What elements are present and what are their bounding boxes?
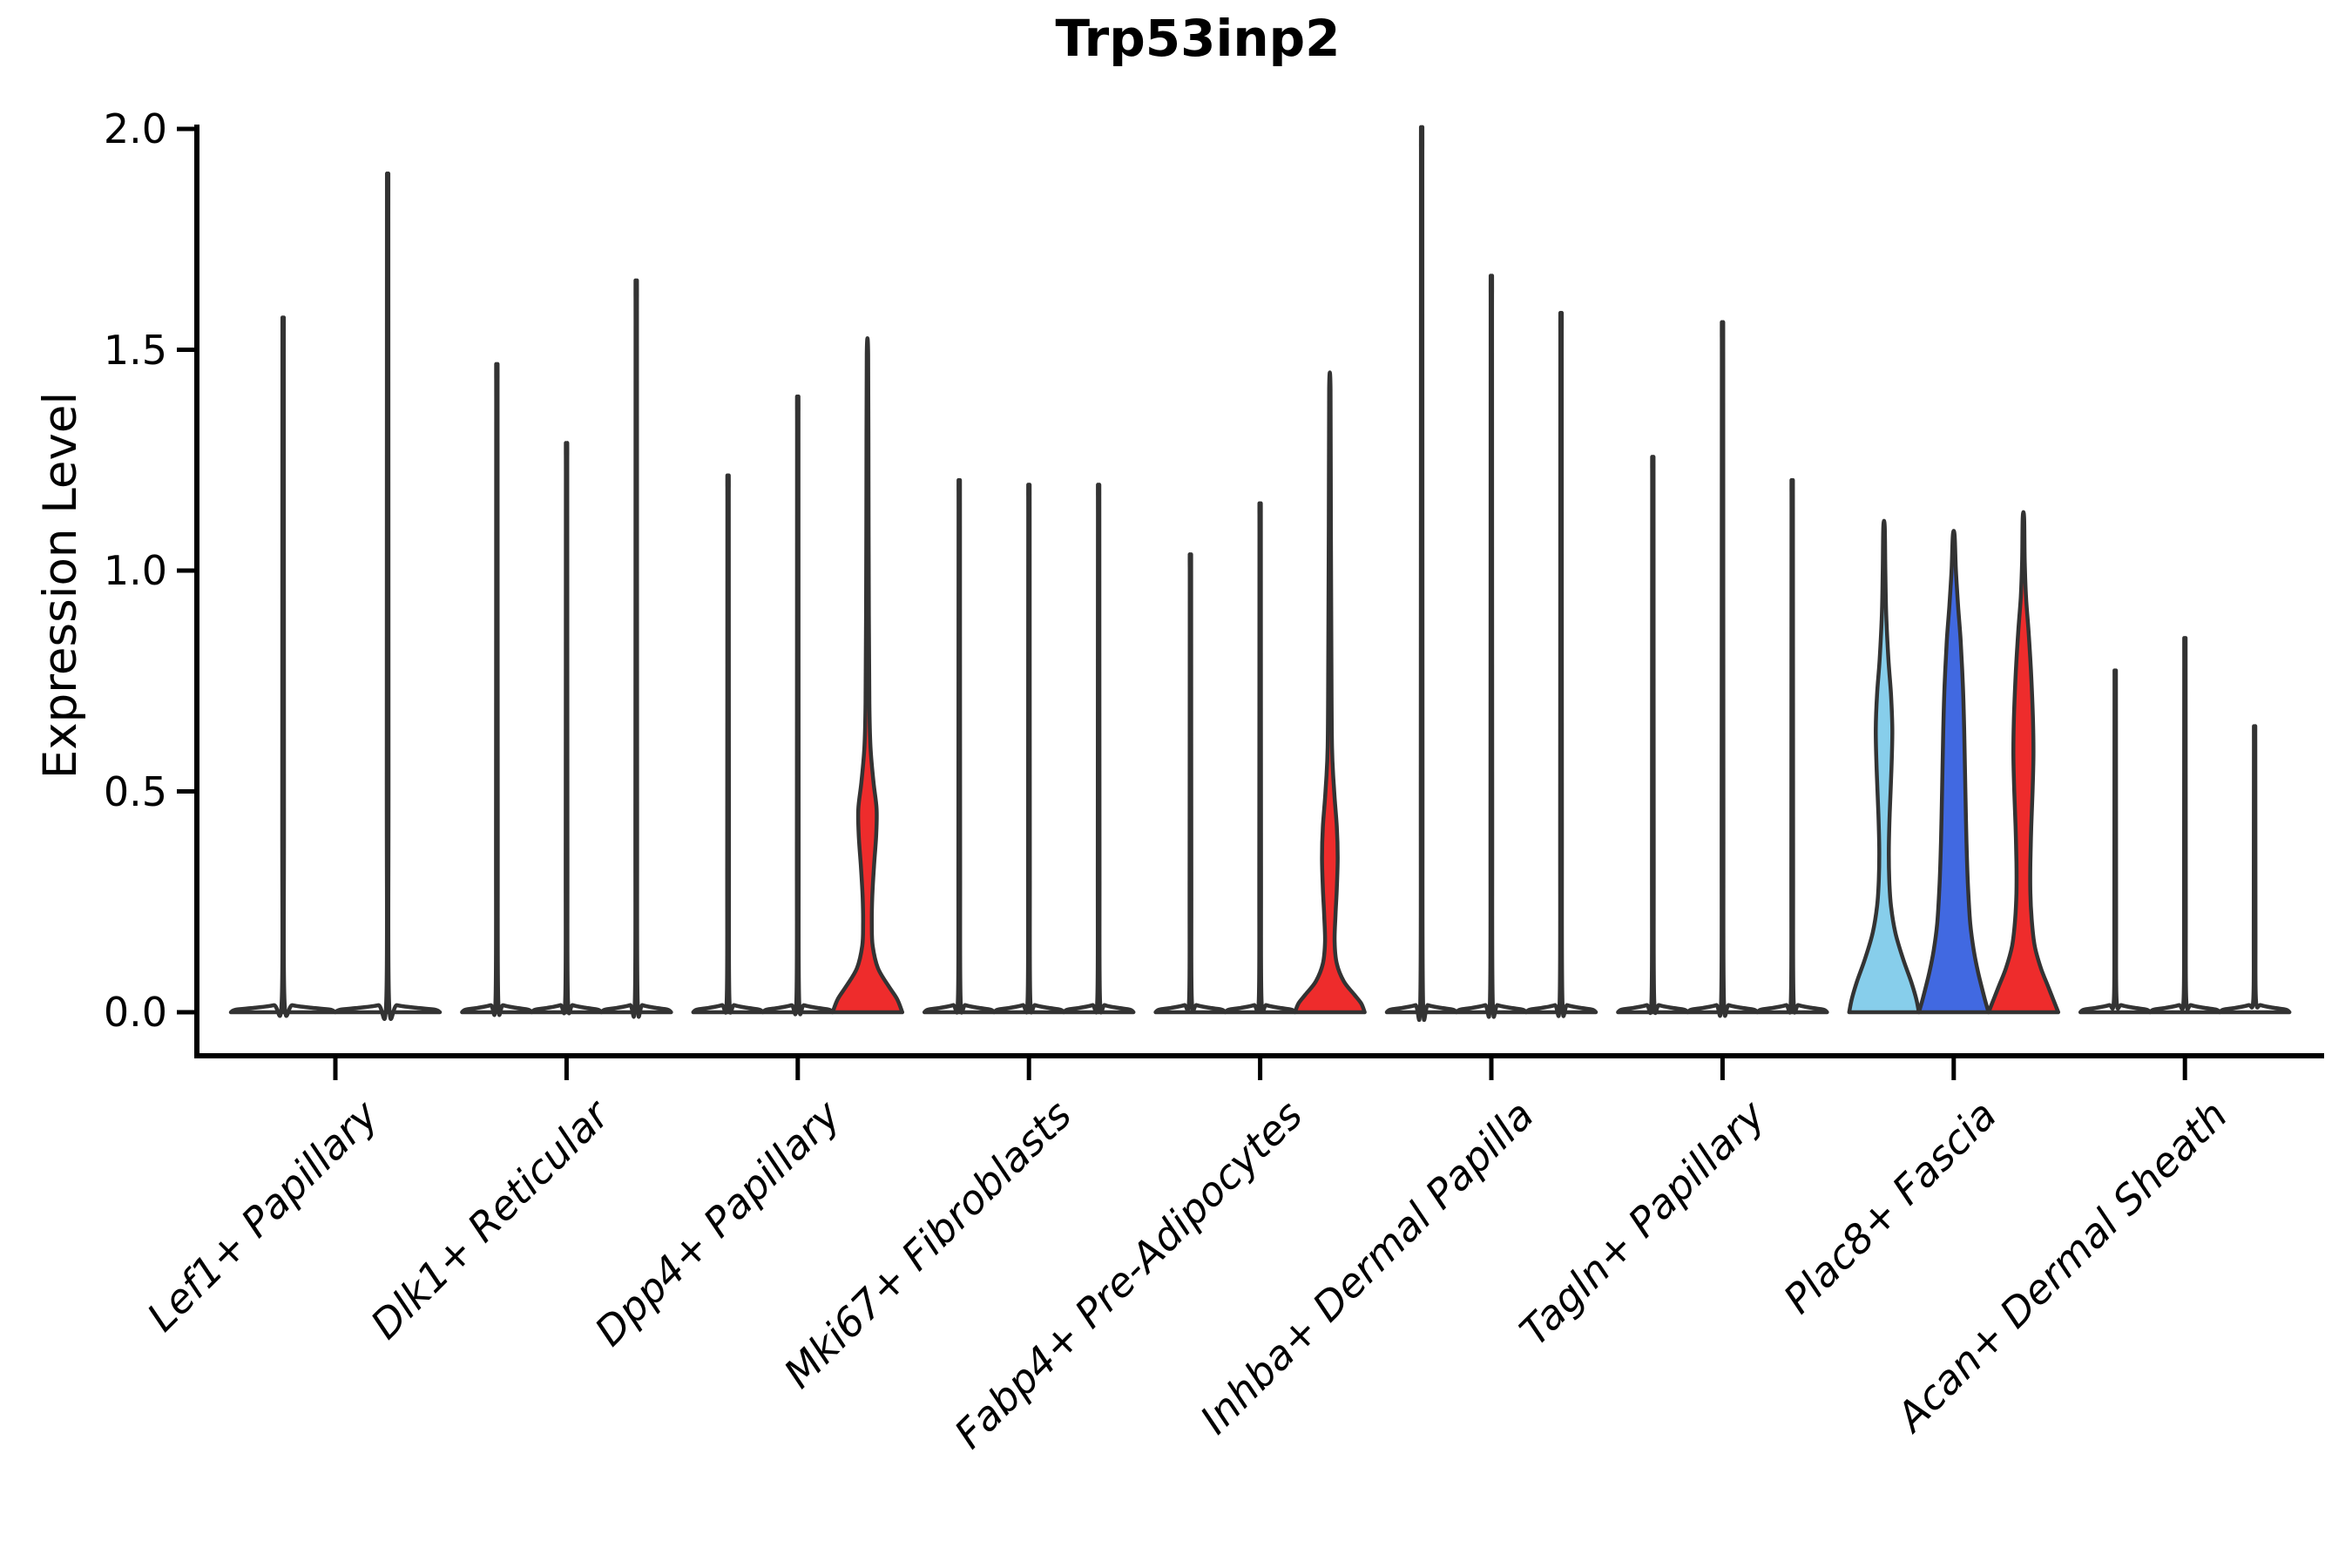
y-tick-label-1.5: 1.5	[103, 326, 167, 374]
violin-group6-v1	[1384, 125, 1459, 1022]
violin-group6-v3	[1524, 310, 1598, 1018]
y-tick-label-1.0: 1.0	[103, 547, 167, 594]
violin-group7-v2	[1686, 320, 1760, 1018]
violin-group9-v3	[2217, 724, 2292, 1015]
violin-group2-v3	[599, 278, 673, 1019]
violin-group5-v1	[1153, 552, 1227, 1015]
violin-group7-v1	[1616, 455, 1690, 1016]
violin-group9-v2	[2147, 636, 2222, 1015]
violin-group8-v3	[1986, 510, 2061, 1015]
violin-group1-v1	[228, 315, 338, 1018]
violin-group3-v2	[760, 394, 835, 1017]
violin-group4-v2	[991, 483, 1066, 1015]
violin-group1-v2	[333, 172, 443, 1021]
violin-group5-v3	[1293, 370, 1367, 1015]
violin-group2-v1	[460, 362, 534, 1017]
violin-group8-v2	[1916, 529, 1991, 1015]
violin-group4-v3	[1061, 483, 1136, 1015]
violin-group5-v2	[1223, 501, 1297, 1015]
violin-group3-v3	[830, 335, 905, 1015]
violin-group3-v1	[691, 473, 766, 1015]
y-tick-label-0.5: 0.5	[103, 767, 167, 815]
violin-group9-v1	[2078, 668, 2153, 1015]
violin-group6-v2	[1454, 274, 1529, 1019]
plot-title: Trp53inp2	[1055, 9, 1341, 68]
violin-group7-v3	[1755, 478, 1829, 1015]
violin-group2-v2	[530, 441, 604, 1016]
violin-group8-v1	[1847, 518, 1922, 1015]
violin-group4-v1	[922, 478, 997, 1015]
y-tick-label-0.0: 0.0	[103, 989, 167, 1036]
y-tick-label-2.0: 2.0	[103, 105, 167, 152]
